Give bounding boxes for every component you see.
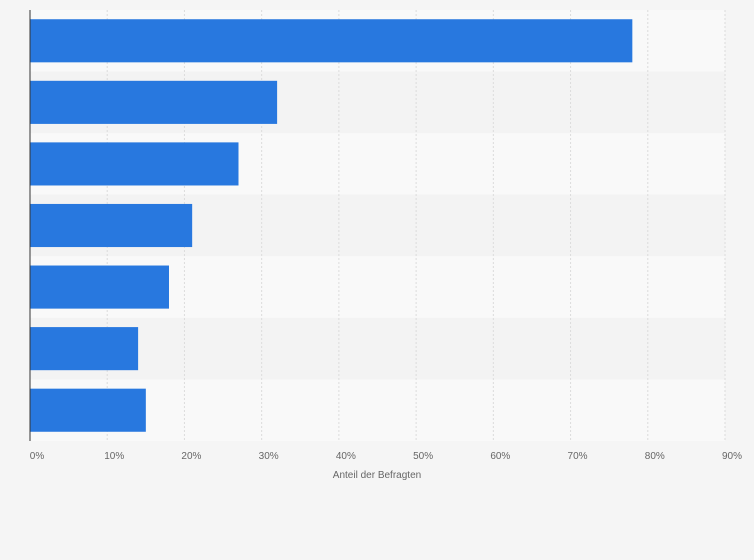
x-tick-labels: 0% 10% 20% 30% 40% 50% 60% 70% 80% 90% [30, 451, 742, 462]
x-tick-label: 10% [104, 451, 124, 462]
x-tick-label: 50% [413, 451, 433, 462]
bar [30, 19, 633, 63]
x-tick-label: 0% [30, 451, 45, 462]
x-tick-label: 40% [336, 451, 356, 462]
x-tick-label: 70% [568, 451, 588, 462]
bar [30, 142, 239, 186]
x-tick-label: 90% [722, 451, 742, 462]
bar [30, 265, 169, 309]
bar [30, 80, 278, 124]
bar [30, 203, 193, 248]
x-tick-label: 80% [645, 451, 665, 462]
bars [30, 19, 633, 432]
row-band [30, 317, 725, 380]
x-axis-title: Anteil der Befragten [333, 470, 421, 481]
x-tick-label: 60% [490, 451, 510, 462]
x-tick-label: 20% [181, 451, 201, 462]
x-tick-label: 30% [259, 451, 279, 462]
bar [30, 388, 146, 432]
bar [30, 327, 139, 371]
